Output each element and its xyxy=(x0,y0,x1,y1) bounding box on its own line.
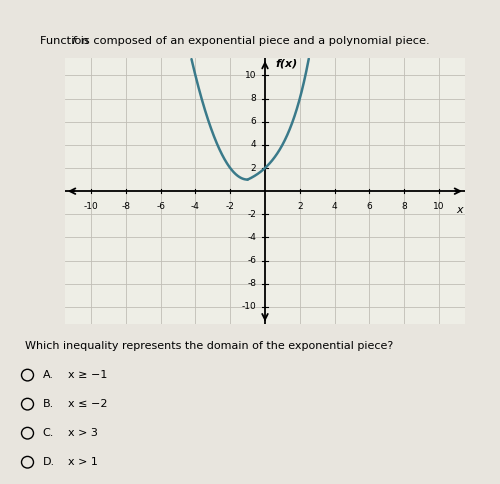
Text: -10: -10 xyxy=(242,302,256,311)
Text: 6: 6 xyxy=(250,117,256,126)
Text: 6: 6 xyxy=(366,202,372,211)
Text: -6: -6 xyxy=(156,202,165,211)
Text: D.: D. xyxy=(42,457,54,467)
Text: B.: B. xyxy=(42,399,54,409)
Text: x ≥ −1: x ≥ −1 xyxy=(68,370,107,380)
Text: -2: -2 xyxy=(248,210,256,219)
Text: Which inequality represents the domain of the exponential piece?: Which inequality represents the domain o… xyxy=(25,341,393,351)
Text: f(x): f(x) xyxy=(276,59,297,69)
Text: -10: -10 xyxy=(84,202,98,211)
Text: x > 1: x > 1 xyxy=(68,457,98,467)
Text: -2: -2 xyxy=(226,202,234,211)
Text: f: f xyxy=(71,36,75,46)
Text: -4: -4 xyxy=(191,202,200,211)
Text: x ≤ −2: x ≤ −2 xyxy=(68,399,107,409)
Text: 4: 4 xyxy=(250,140,256,150)
Text: -8: -8 xyxy=(248,279,256,288)
Text: -4: -4 xyxy=(248,233,256,242)
Text: -6: -6 xyxy=(248,256,256,265)
Text: 2: 2 xyxy=(250,164,256,172)
Text: Function: Function xyxy=(40,36,92,46)
Text: C.: C. xyxy=(42,428,54,438)
Text: 2: 2 xyxy=(297,202,302,211)
Text: 4: 4 xyxy=(332,202,338,211)
Text: is composed of an exponential piece and a polynomial piece.: is composed of an exponential piece and … xyxy=(77,36,430,46)
Text: 8: 8 xyxy=(402,202,407,211)
Text: 8: 8 xyxy=(250,94,256,103)
Text: x: x xyxy=(456,205,463,215)
Text: A.: A. xyxy=(42,370,54,380)
Text: 10: 10 xyxy=(245,71,256,80)
Text: x > 3: x > 3 xyxy=(68,428,98,438)
Text: 10: 10 xyxy=(433,202,444,211)
Text: -8: -8 xyxy=(122,202,130,211)
